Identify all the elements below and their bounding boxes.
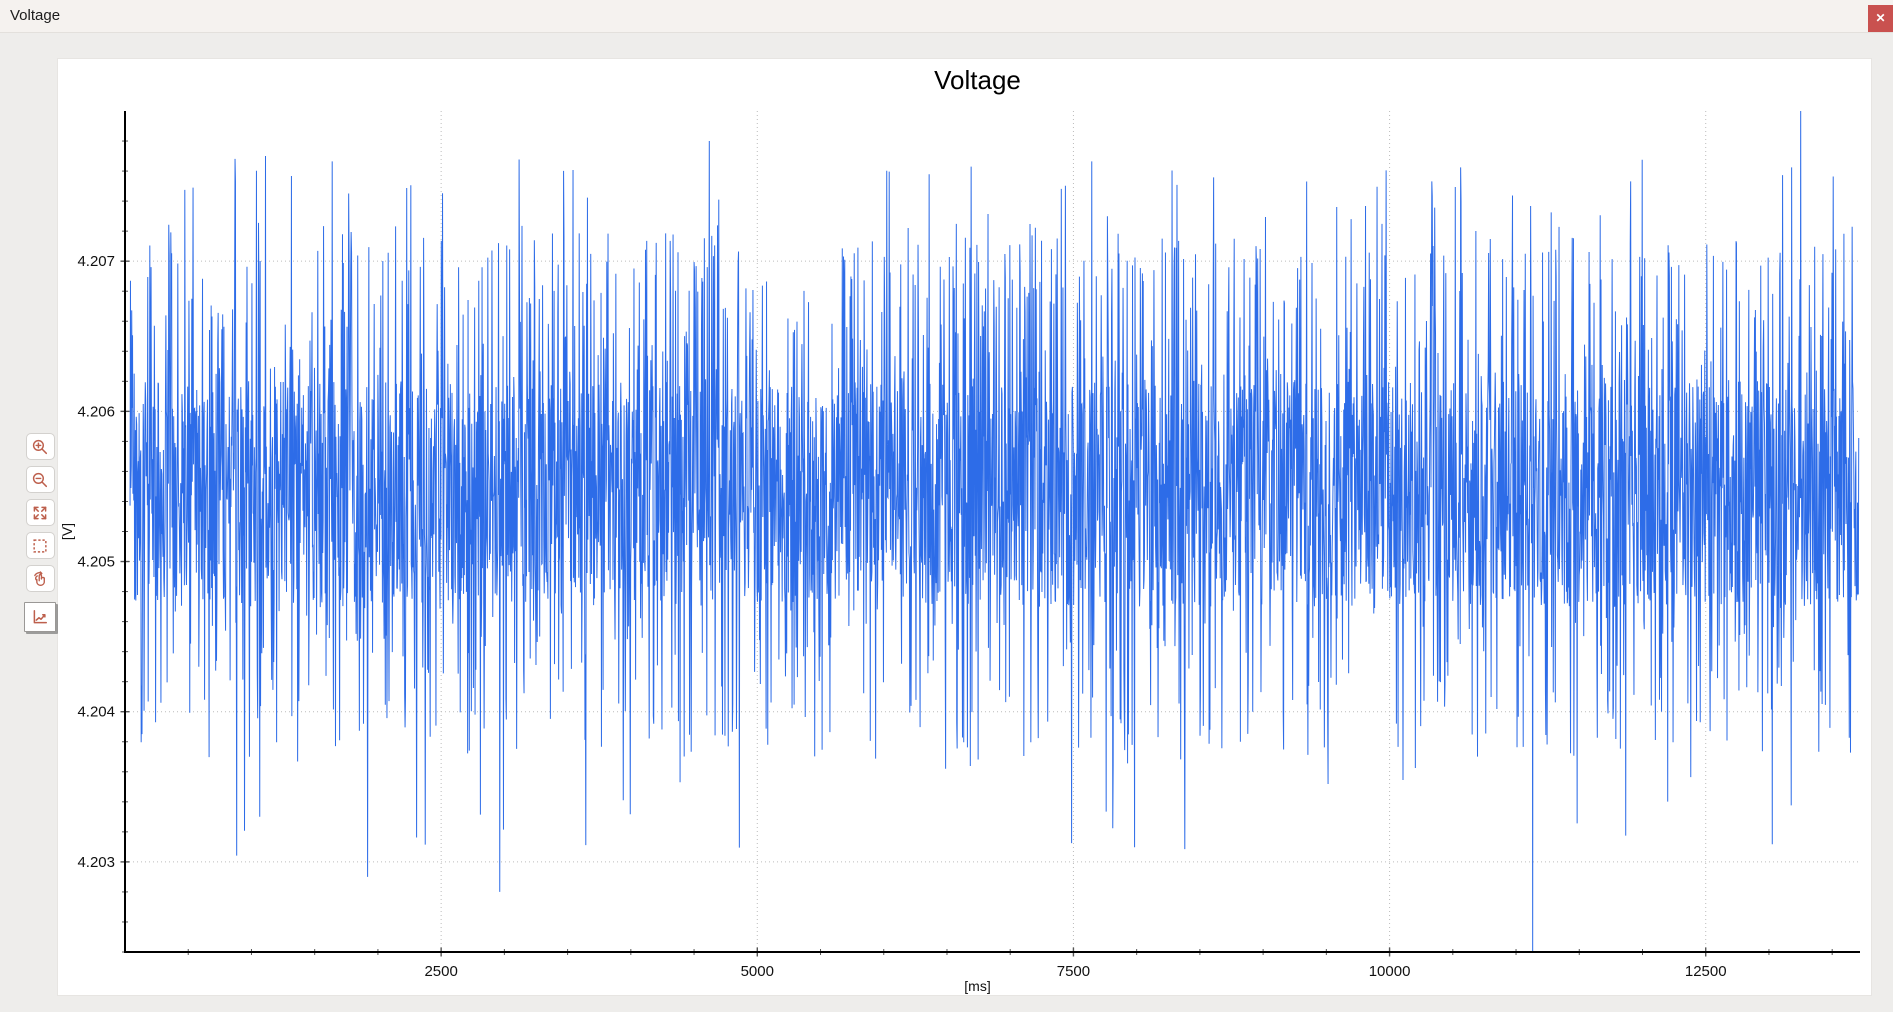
fit-view-button[interactable] — [25, 499, 55, 526]
x-axis-label: [ms] — [964, 978, 990, 994]
x-tick-label: 7500 — [1057, 963, 1090, 980]
chart-title: Voltage — [934, 65, 1021, 95]
voltage-series-line — [129, 110, 1860, 953]
close-icon: ✕ — [1875, 11, 1886, 25]
plot-toolbar — [24, 433, 56, 632]
y-tick-label: 4.204 — [77, 704, 115, 721]
y-axis-label: [V] — [59, 523, 75, 540]
zoom-out-button[interactable] — [25, 466, 55, 493]
y-tick-label: 4.205 — [77, 554, 115, 571]
y-tick-label: 4.206 — [77, 403, 115, 420]
x-tick-label: 5000 — [741, 963, 774, 980]
region-zoom-button[interactable] — [25, 532, 55, 559]
expand-arrows-icon — [33, 506, 47, 519]
chart-card: 2500 5000 7500 10000 12500 4.203 4.204 4.205 4.2… — [57, 58, 1872, 996]
drag-hand-icon — [34, 570, 45, 586]
window-title: Voltage — [10, 7, 61, 24]
pan-button[interactable] — [25, 565, 55, 592]
y-tick-label: 4.207 — [77, 253, 115, 270]
magnifier-minus-icon — [32, 472, 48, 487]
magnifier-plus-icon — [32, 439, 48, 454]
titlebar: Voltage ✕ — [0, 0, 1893, 33]
x-tick-label: 10000 — [1369, 963, 1411, 980]
close-button[interactable]: ✕ — [1868, 5, 1893, 32]
y-tick-label: 4.203 — [77, 854, 115, 871]
line-chart-icon — [33, 610, 47, 624]
x-tick-label: 2500 — [424, 963, 457, 980]
line-plot-button[interactable] — [24, 602, 56, 632]
x-tick-label: 12500 — [1685, 963, 1727, 980]
zoom-in-button[interactable] — [25, 433, 55, 460]
voltage-chart-plot-area[interactable]: 2500 5000 7500 10000 12500 4.203 4.204 4.205 4.2… — [58, 59, 1873, 997]
dashed-rect-icon — [33, 538, 47, 553]
